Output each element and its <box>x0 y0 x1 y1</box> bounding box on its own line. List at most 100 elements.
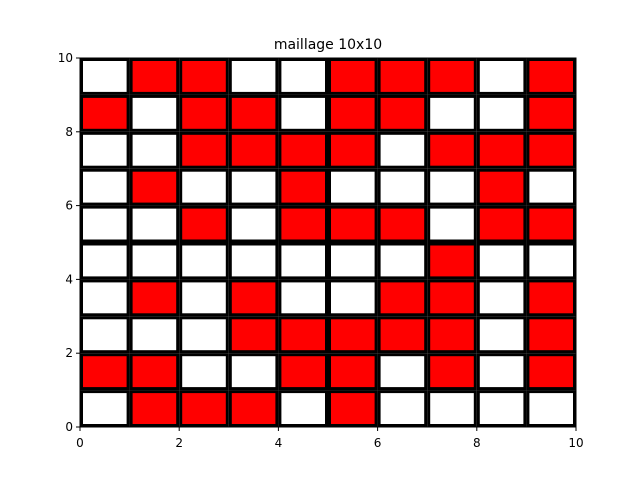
grid-cell-r9-c6 <box>377 390 428 428</box>
grid-cell-r8-c1 <box>129 353 180 391</box>
grid-cell-r4-c5 <box>328 205 378 243</box>
grid-cell-r2-c1 <box>129 131 180 169</box>
grid-cell-r4-c1 <box>129 205 180 243</box>
grid-cell-r0-c0 <box>80 58 130 95</box>
grid-cell-r7-c9 <box>526 316 577 354</box>
grid-cell-r5-c5 <box>328 242 378 280</box>
grid-cell-r7-c7 <box>427 316 477 354</box>
grid-cell-r9-c0 <box>80 390 130 428</box>
grid-cell-r0-c8 <box>476 58 527 95</box>
grid-cell-r5-c0 <box>80 242 130 280</box>
grid-cell-r5-c2 <box>179 242 229 280</box>
grid-cell-r6-c8 <box>476 279 527 317</box>
y-tick-label: 6 <box>65 199 73 213</box>
grid-cell-r2-c4 <box>278 131 328 169</box>
grid-cell-r5-c1 <box>129 242 180 280</box>
grid-cell-r5-c9 <box>526 242 577 280</box>
chart-title: maillage 10x10 <box>274 37 382 53</box>
x-axis: 0 2 4 6 8 10 <box>76 427 584 450</box>
x-tick-label: 2 <box>175 436 183 450</box>
grid-cell-r1-c2 <box>179 94 229 132</box>
grid-cell-r7-c4 <box>278 316 328 354</box>
grid-cell-r6-c4 <box>278 279 328 317</box>
grid-cell-r9-c1 <box>129 390 180 428</box>
grid-cell-r3-c7 <box>427 168 477 206</box>
grid-cell-r7-c5 <box>328 316 378 354</box>
grid-cell-r6-c1 <box>129 279 180 317</box>
grid-cell-r6-c9 <box>526 279 577 317</box>
grid-cell-r2-c5 <box>328 131 378 169</box>
grid-cell-r4-c2 <box>179 205 229 243</box>
grid-cell-r5-c7 <box>427 242 477 280</box>
grid-cell-r1-c4 <box>278 94 328 132</box>
grid-cell-r7-c0 <box>80 316 130 354</box>
grid-cell-r1-c9 <box>526 94 577 132</box>
grid-cell-r2-c9 <box>526 131 577 169</box>
grid-cell-r9-c3 <box>228 390 279 428</box>
grid-cell-r5-c3 <box>228 242 279 280</box>
grid-cell-r6-c0 <box>80 279 130 317</box>
grid-cell-r9-c7 <box>427 390 477 428</box>
grid-cell-r6-c5 <box>328 279 378 317</box>
x-tick-label: 6 <box>374 436 382 450</box>
grid-cell-r2-c3 <box>228 131 279 169</box>
grid-cell-r2-c2 <box>179 131 229 169</box>
grid-cell-r5-c4 <box>278 242 328 280</box>
grid-cell-r3-c2 <box>179 168 229 206</box>
grid-cell-r3-c5 <box>328 168 378 206</box>
heatmap-cells <box>80 58 577 428</box>
grid-cell-r8-c3 <box>228 353 279 391</box>
grid-cell-r0-c3 <box>228 58 279 95</box>
grid-cell-r6-c3 <box>228 279 279 317</box>
grid-cell-r7-c8 <box>476 316 527 354</box>
grid-cell-r1-c8 <box>476 94 527 132</box>
grid-cell-r8-c0 <box>80 353 130 391</box>
grid-cell-r4-c6 <box>377 205 428 243</box>
y-axis: 0 2 4 6 8 10 <box>58 51 80 434</box>
grid-cell-r8-c4 <box>278 353 328 391</box>
grid-cell-r7-c6 <box>377 316 428 354</box>
y-tick-label: 2 <box>65 346 73 360</box>
grid-cell-r1-c0 <box>80 94 130 132</box>
grid-cell-r3-c9 <box>526 168 577 206</box>
x-tick-label: 10 <box>568 436 583 450</box>
grid-cell-r3-c0 <box>80 168 130 206</box>
grid-cell-r6-c2 <box>179 279 229 317</box>
y-tick-label: 0 <box>65 420 73 434</box>
grid-cell-r4-c3 <box>228 205 279 243</box>
grid-cell-r0-c7 <box>427 58 477 95</box>
grid-cell-r9-c9 <box>526 390 577 428</box>
grid-cell-r1-c3 <box>228 94 279 132</box>
y-tick-label: 10 <box>58 51 73 65</box>
grid-cell-r9-c4 <box>278 390 328 428</box>
grid-cell-r6-c7 <box>427 279 477 317</box>
grid-cell-r4-c7 <box>427 205 477 243</box>
grid-cell-r3-c4 <box>278 168 328 206</box>
grid-cell-r2-c0 <box>80 131 130 169</box>
grid-cell-r7-c1 <box>129 316 180 354</box>
grid-cell-r8-c6 <box>377 353 428 391</box>
grid-cell-r0-c5 <box>328 58 378 95</box>
grid-cell-r0-c1 <box>129 58 180 95</box>
grid-cell-r0-c9 <box>526 58 577 95</box>
grid-cell-r1-c6 <box>377 94 428 132</box>
grid-cell-r4-c9 <box>526 205 577 243</box>
y-tick-label: 4 <box>65 272 73 286</box>
grid-cell-r4-c4 <box>278 205 328 243</box>
x-tick-label: 8 <box>473 436 481 450</box>
grid-cell-r2-c7 <box>427 131 477 169</box>
plot-frame <box>79 57 577 428</box>
grid-cell-r2-c6 <box>377 131 428 169</box>
grid-cell-r9-c2 <box>179 390 229 428</box>
grid-cell-r0-c2 <box>179 58 229 95</box>
grid-cell-r8-c9 <box>526 353 577 391</box>
grid-cell-r8-c7 <box>427 353 477 391</box>
grid-cell-r4-c0 <box>80 205 130 243</box>
grid-cell-r1-c5 <box>328 94 378 132</box>
grid-cell-r3-c6 <box>377 168 428 206</box>
grid-cell-r8-c8 <box>476 353 527 391</box>
grid-cell-r3-c1 <box>129 168 180 206</box>
grid-cell-r7-c3 <box>228 316 279 354</box>
grid-cell-r9-c8 <box>476 390 527 428</box>
